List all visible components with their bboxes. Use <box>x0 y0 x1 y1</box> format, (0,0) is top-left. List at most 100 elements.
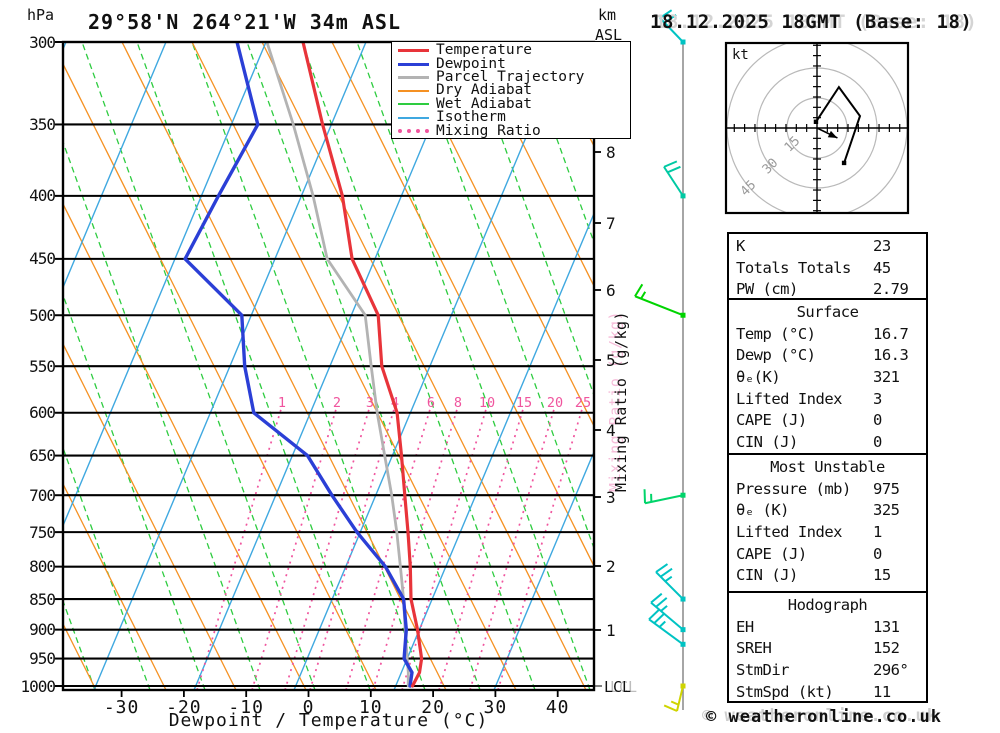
info-row: PW (cm) 2.79 <box>736 280 926 302</box>
x-axis-title: Dewpoint / Temperature (°C) <box>168 710 489 731</box>
info-label: StmDir <box>736 661 790 680</box>
info-row: StmDir 296° <box>736 661 926 683</box>
legend-swatch-isotherm <box>398 116 429 119</box>
temp-tick-label: 40 <box>545 697 570 718</box>
hodograph-ring-label: 45 <box>738 178 760 200</box>
info-value: 15 <box>873 566 891 585</box>
info-row: CAPE (J) 0 <box>736 411 926 433</box>
km-tick-label: 3 <box>606 488 616 507</box>
datetime-label: 18.12.2025 18GMT (Base: 18) <box>650 11 973 33</box>
lcl-marker-label: LCL <box>604 678 632 696</box>
info-box-title: Surface <box>796 303 859 321</box>
info-label: SREH <box>736 639 772 658</box>
legend-swatch-wet-adiabat <box>398 103 429 106</box>
info-box-title: Most Unstable <box>770 458 885 476</box>
km-tick-label: 2 <box>606 557 616 576</box>
pressure-tick-label: 650 <box>29 446 56 466</box>
info-value: 0 <box>873 544 882 563</box>
pressure-tick-label: 500 <box>29 305 56 325</box>
info-label: θₑ(K) <box>736 368 781 387</box>
mixing-ratio-label: 10 <box>479 395 495 411</box>
legend-item-dewpoint: Dewpoint <box>392 56 630 71</box>
temperature-curve <box>301 42 424 688</box>
legend-swatch-temperature <box>398 49 429 53</box>
info-label: Lifted Index <box>736 523 842 542</box>
info-label: EH <box>736 617 754 636</box>
info-row: θₑ(K) 321 <box>736 368 926 390</box>
wind-barb-400hpa <box>663 160 686 199</box>
hodograph-unit-label: kt <box>732 47 749 63</box>
info-box-title: Hodograph <box>787 596 868 614</box>
info-label: Temp (°C) <box>736 324 816 343</box>
pressure-tick-label: 600 <box>29 403 56 423</box>
hodograph-trace <box>815 85 862 164</box>
info-box-indices: K 23 Totals Totals 45 PW (cm) 2.79 <box>727 232 928 300</box>
info-row: Lifted Index 1 <box>736 523 926 545</box>
wind-barb-700hpa <box>643 489 686 505</box>
info-row: CAPE (J) 0 <box>736 545 926 567</box>
pressure-unit-label: hPa <box>27 6 55 24</box>
info-row: Pressure (mb) 975 <box>736 480 926 502</box>
km-tick-label: 7 <box>606 214 616 233</box>
legend-item-mixing-ratio: Mixing Ratio <box>392 123 630 138</box>
pressure-tick-label: 850 <box>29 589 56 609</box>
info-label: CAPE (J) <box>736 411 807 430</box>
pressure-tick-label: 300 <box>29 32 56 52</box>
hodograph-border <box>724 41 910 215</box>
wind-barb-500hpa <box>634 283 686 318</box>
pressure-tick-label: 450 <box>29 249 56 269</box>
info-value: 325 <box>873 501 900 520</box>
wind-barbs <box>634 9 686 712</box>
info-label: Lifted Index <box>736 389 842 408</box>
legend-item-dry-adiabat: Dry Adiabat <box>392 82 630 99</box>
pressure-tick-label: 1000 <box>20 676 56 696</box>
wind-barb-850hpa <box>655 563 686 602</box>
info-label: K <box>736 237 745 255</box>
mixing-ratio-label: 3 <box>366 395 374 411</box>
legend-swatch-dry-adiabat <box>398 89 429 92</box>
legend-swatch-parcel-trajectory <box>398 75 429 79</box>
legend-swatch-mixing-ratio <box>398 129 429 134</box>
info-row: Dewp (°C) 16.3 <box>736 346 926 368</box>
info-label: Pressure (mb) <box>736 479 851 498</box>
wind-barb-900hpa <box>650 592 686 633</box>
dewpoint-curve <box>183 42 414 688</box>
info-value: 16.3 <box>873 346 909 365</box>
info-value: 0 <box>873 411 882 430</box>
altitude-unit-asl: ASL <box>595 26 623 44</box>
legend-item-label: Temperature <box>436 42 533 59</box>
mixing-ratio-label: 6 <box>427 395 435 411</box>
temp-tick-label: 30 <box>483 697 508 718</box>
info-value: 16.7 <box>873 324 909 343</box>
mixing-ratio-label: 1 <box>278 395 286 411</box>
legend-item-label: Dry Adiabat <box>436 82 533 99</box>
info-value: 296° <box>873 661 909 680</box>
info-box-surface: Surface Temp (°C) 16.7 Dewp (°C) 16.3 θₑ(K) 3… <box>727 298 928 455</box>
legend-item-label: Wet Adiabat <box>436 95 533 112</box>
pressure-tick-label: 350 <box>29 114 56 134</box>
info-label: PW (cm) <box>736 280 798 299</box>
mixing-ratio-label: 25 <box>575 395 591 411</box>
pressure-tick-label: 750 <box>29 522 56 542</box>
info-row: SREH 152 <box>736 639 926 661</box>
pressure-tick-label: 950 <box>29 649 56 669</box>
legend-swatch-dewpoint <box>398 62 429 66</box>
info-label: Totals Totals <box>736 258 851 277</box>
legend-item-temperature: Temperature <box>392 42 630 59</box>
info-value: 321 <box>873 368 900 387</box>
info-label: CAPE (J) <box>736 544 807 563</box>
km-tick-label: 4 <box>606 421 616 440</box>
page-title: 29°58'N 264°21'W 34m ASL <box>88 10 401 34</box>
mixing-ratio-label: 15 <box>516 395 532 411</box>
info-value: 0 <box>873 433 882 452</box>
info-value: 23 <box>873 237 891 255</box>
plot-border <box>61 40 596 692</box>
altitude-unit-km: km <box>598 6 617 24</box>
legend-item-isotherm: Isotherm <box>392 110 630 124</box>
info-value: 45 <box>873 258 891 277</box>
pressure-tick-label: 800 <box>29 557 56 577</box>
mixing-ratio-axis-label: Mixing Ratio (g/kg) <box>612 310 630 492</box>
legend-item-wet-adiabat: Wet Adiabat <box>392 95 630 112</box>
